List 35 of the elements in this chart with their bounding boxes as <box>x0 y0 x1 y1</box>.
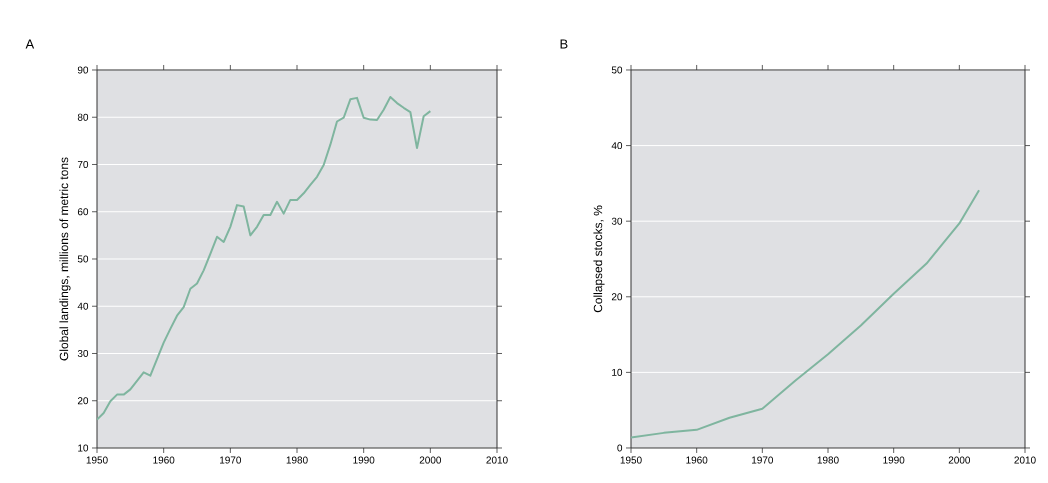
line-series <box>97 95 432 421</box>
y-tick-label: 30 <box>77 349 89 358</box>
line-series <box>631 189 981 439</box>
y-tick-label: 10 <box>78 444 89 452</box>
x-tick-label: 1990 <box>353 456 375 464</box>
y-tick-label: 30 <box>611 217 623 225</box>
x-tick-label: 1970 <box>752 456 774 464</box>
x-tick-label: 2010 <box>1014 456 1036 464</box>
x-tick-label: 1960 <box>686 456 708 464</box>
x-tick-label: 1980 <box>286 456 308 464</box>
y-axis-title: Global landings, millions of metric tons <box>59 157 71 361</box>
y-tick-label: 70 <box>77 160 89 169</box>
x-tick-label: 2000 <box>419 456 442 464</box>
x-tick-label: 1950 <box>86 456 108 464</box>
x-tick-label: 1990 <box>883 456 905 464</box>
x-tick-label: 1970 <box>220 456 242 464</box>
x-tick-label: 2000 <box>948 456 971 464</box>
y-tick-label: 80 <box>77 113 89 121</box>
y-tick-label: 20 <box>611 293 623 301</box>
y-tick-label: 40 <box>77 302 89 310</box>
x-tick-label: 1980 <box>817 456 839 464</box>
y-tick-label: 50 <box>611 66 623 74</box>
y-tick-label: 40 <box>611 142 623 150</box>
y-tick-label: 50 <box>77 255 89 263</box>
y-tick-label: 0 <box>617 444 623 452</box>
y-axis-title: Collapsed stocks, % <box>593 205 605 313</box>
y-tick-label: 20 <box>77 397 89 405</box>
y-tick-label: 90 <box>77 66 89 74</box>
x-tick-label: 1950 <box>620 456 642 464</box>
y-tick-label: 10 <box>612 368 623 376</box>
x-tick-label: 2010 <box>486 456 508 464</box>
x-tick-label: 1960 <box>153 456 175 464</box>
y-tick-label: 60 <box>77 208 89 216</box>
chart-title: B <box>560 39 568 49</box>
chart-title: A <box>25 39 35 49</box>
